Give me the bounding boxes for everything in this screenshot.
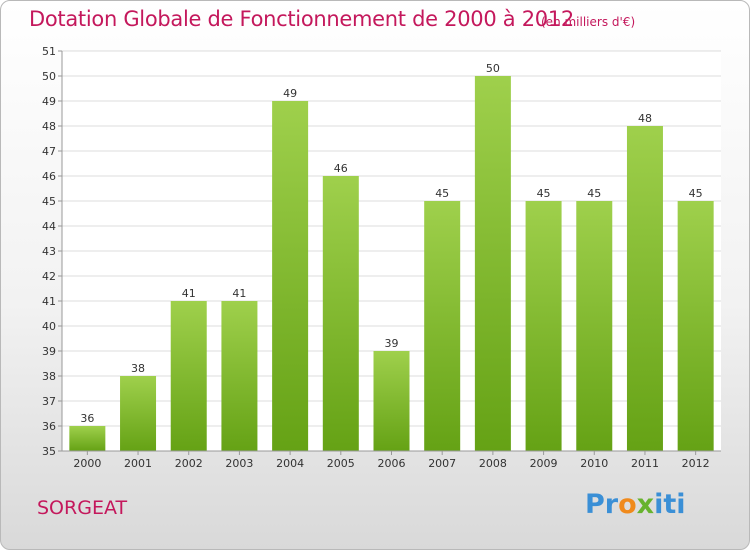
- data-label: 45: [537, 187, 551, 200]
- bar-2007[interactable]: [424, 201, 461, 451]
- y-tick-label: 46: [42, 170, 56, 183]
- data-label: 36: [80, 412, 94, 425]
- x-tick-label: 2011: [631, 457, 659, 470]
- y-tick-label: 35: [42, 445, 56, 458]
- data-label: 45: [435, 187, 449, 200]
- x-tick-label: 2006: [378, 457, 406, 470]
- bar-2010[interactable]: [576, 201, 613, 451]
- data-label: 41: [232, 287, 246, 300]
- y-tick-label: 40: [42, 320, 56, 333]
- y-tick-label: 43: [42, 245, 56, 258]
- logo-part: iti: [654, 489, 686, 520]
- proxiti-logo[interactable]: Proxiti: [585, 489, 686, 520]
- x-tick-label: 2002: [175, 457, 203, 470]
- bars: [69, 76, 714, 451]
- y-tick-label: 37: [42, 395, 56, 408]
- data-labels: 36 38 41 41 49 46 39 45 50 45 45 48 45: [80, 62, 702, 425]
- x-tick-label: 2008: [479, 457, 507, 470]
- data-label: 48: [638, 112, 652, 125]
- y-tick-label: 45: [42, 195, 56, 208]
- y-tick-label: 44: [42, 220, 56, 233]
- chart-title: Dotation Globale de Fonctionnement de 20…: [29, 7, 574, 31]
- x-axis-labels: 2000 2001 2002 2003 2004 2005 2006 2007 2008 2009…: [73, 451, 710, 470]
- x-tick-label: 2000: [73, 457, 101, 470]
- logo-part: o: [618, 489, 637, 520]
- y-axis-labels: 35 36 37 38 39 40 41 42 43 44 45 46 47 48 49 50 51: [42, 45, 62, 458]
- bar-2012[interactable]: [677, 201, 714, 451]
- data-label: 49: [283, 87, 297, 100]
- x-tick-label: 2003: [225, 457, 253, 470]
- bar-2004[interactable]: [272, 101, 309, 451]
- x-tick-label: 2004: [276, 457, 304, 470]
- bar-2008[interactable]: [474, 76, 511, 451]
- data-label: 46: [334, 162, 348, 175]
- data-label: 45: [587, 187, 601, 200]
- data-label: 39: [385, 337, 399, 350]
- bar-2005[interactable]: [322, 176, 359, 451]
- y-tick-label: 49: [42, 95, 56, 108]
- data-label: 50: [486, 62, 500, 75]
- data-label: 38: [131, 362, 145, 375]
- y-tick-label: 47: [42, 145, 56, 158]
- data-label: 41: [182, 287, 196, 300]
- bar-2011[interactable]: [626, 126, 663, 451]
- y-tick-label: 51: [42, 45, 56, 58]
- x-tick-label: 2005: [327, 457, 355, 470]
- y-tick-label: 50: [42, 70, 56, 83]
- bar-2003[interactable]: [221, 301, 258, 451]
- y-tick-label: 39: [42, 345, 56, 358]
- y-tick-label: 41: [42, 295, 56, 308]
- logo-part: x: [636, 489, 655, 520]
- chart-subtitle: (en milliers d'€): [541, 15, 636, 29]
- x-tick-label: 2007: [428, 457, 456, 470]
- x-tick-label: 2012: [682, 457, 710, 470]
- bar-2006[interactable]: [373, 351, 410, 451]
- commune-name: SORGEAT: [37, 497, 128, 519]
- y-tick-label: 48: [42, 120, 56, 133]
- x-tick-label: 2001: [124, 457, 152, 470]
- bar-2009[interactable]: [525, 201, 562, 451]
- x-tick-label: 2009: [530, 457, 558, 470]
- bar-2002[interactable]: [170, 301, 207, 451]
- y-tick-label: 42: [42, 270, 56, 283]
- x-tick-label: 2010: [580, 457, 608, 470]
- bar-2000[interactable]: [69, 426, 106, 451]
- data-label: 45: [689, 187, 703, 200]
- logo-part: Pr: [585, 489, 619, 520]
- y-tick-label: 38: [42, 370, 56, 383]
- y-tick-label: 36: [42, 420, 56, 433]
- bar-2001[interactable]: [120, 376, 157, 451]
